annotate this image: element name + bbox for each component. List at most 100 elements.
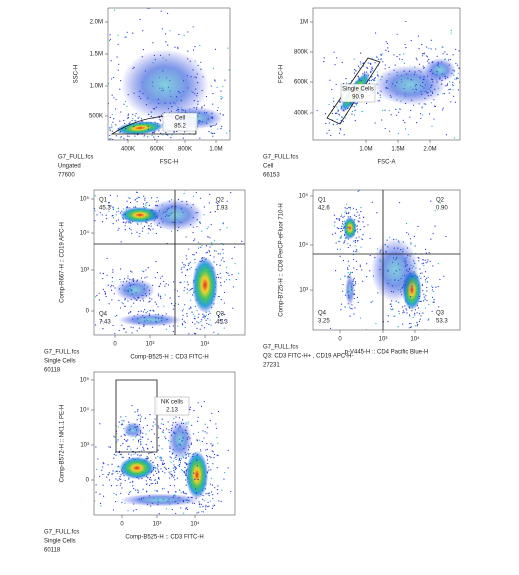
event-dot xyxy=(143,174,144,175)
event-dot xyxy=(192,195,194,197)
event-dot xyxy=(202,498,204,501)
event-dot xyxy=(455,48,457,51)
event-dot xyxy=(379,100,381,102)
event-dot xyxy=(162,470,164,472)
gate-percent: 85.2 xyxy=(174,124,186,130)
event-dot xyxy=(147,232,149,234)
event-dot xyxy=(183,192,185,195)
event-dot xyxy=(235,109,236,110)
event-dot xyxy=(187,31,189,33)
event-dot xyxy=(433,301,435,303)
event-dot xyxy=(169,484,171,487)
event-dot xyxy=(196,321,198,323)
gate-name: Single Cells xyxy=(342,87,374,93)
event-dot xyxy=(178,417,180,419)
event-dot xyxy=(145,203,147,205)
event-dot xyxy=(175,458,177,461)
event-dot xyxy=(432,301,434,303)
event-dot xyxy=(153,132,155,134)
density-blob xyxy=(116,121,164,135)
event-dot xyxy=(340,231,342,233)
event-dot xyxy=(452,54,454,56)
event-dot xyxy=(130,305,132,308)
event-dot xyxy=(225,342,226,343)
event-dot xyxy=(82,321,83,322)
event-dot xyxy=(209,319,211,321)
event-dot xyxy=(387,320,389,323)
event-dot xyxy=(205,95,208,98)
event-dot xyxy=(113,97,115,99)
event-dot xyxy=(138,116,140,118)
event-dot xyxy=(94,195,96,197)
event-dot xyxy=(113,293,115,295)
event-dot xyxy=(142,427,144,429)
event-dot xyxy=(344,104,346,106)
event-dot xyxy=(146,122,148,124)
event-dot xyxy=(219,264,221,266)
gate-label-box xyxy=(340,83,376,103)
event-dot xyxy=(505,64,506,65)
event-dot xyxy=(191,424,193,426)
event-dot xyxy=(356,102,358,104)
event-dot xyxy=(222,249,224,251)
event-dot xyxy=(142,30,144,32)
event-dot xyxy=(158,285,160,288)
gate-outline xyxy=(115,379,158,453)
event-dot xyxy=(402,306,404,308)
event-dot xyxy=(135,508,137,511)
event-dot xyxy=(258,102,259,103)
event-dot xyxy=(130,326,132,328)
event-dot xyxy=(184,466,186,469)
event-dot xyxy=(448,92,450,94)
y-tick-label: 10⁵ xyxy=(80,196,90,203)
event-dot xyxy=(136,447,138,449)
event-dot xyxy=(179,462,181,464)
event-dot xyxy=(124,434,126,437)
event-dot xyxy=(450,29,452,31)
event-dot xyxy=(142,448,144,450)
event-dot xyxy=(214,336,215,337)
event-dot xyxy=(171,134,173,136)
x-tick-label: 0 xyxy=(338,337,342,343)
event-dot xyxy=(152,425,154,427)
event-dot xyxy=(405,20,407,23)
event-dot xyxy=(117,219,119,221)
x-axis-label: FSC-H xyxy=(160,160,178,166)
event-dot xyxy=(124,225,126,227)
event-dot xyxy=(191,321,194,323)
event-dot xyxy=(209,420,211,422)
event-dot xyxy=(92,457,93,458)
event-dot xyxy=(403,53,405,55)
event-dot xyxy=(164,33,167,35)
event-dot xyxy=(98,299,101,301)
event-dot xyxy=(236,131,237,132)
event-dot xyxy=(82,131,83,132)
event-dot xyxy=(188,308,190,310)
event-dot xyxy=(194,258,196,261)
event-dot xyxy=(418,275,421,277)
event-dot xyxy=(417,323,419,326)
event-dot xyxy=(362,234,364,236)
event-dot xyxy=(112,470,114,472)
event-dot xyxy=(152,461,154,463)
event-dot xyxy=(422,262,425,264)
event-dot xyxy=(128,221,130,223)
event-dot xyxy=(94,324,97,326)
event-dot xyxy=(135,489,137,491)
event-dot xyxy=(127,197,129,199)
event-dot xyxy=(367,224,369,226)
y-axis-label: Comp-B725-H :: CD8 PerCP-eFluor 710-H xyxy=(279,203,285,316)
event-dot xyxy=(205,252,207,254)
event-dot xyxy=(228,274,230,277)
event-dot xyxy=(178,153,179,154)
event-dot xyxy=(388,110,390,112)
event-dot xyxy=(165,428,168,430)
event-dot xyxy=(227,467,229,469)
event-dot xyxy=(339,100,341,102)
event-dot xyxy=(243,114,244,115)
event-dot xyxy=(210,85,212,87)
event-dot xyxy=(174,468,177,470)
event-dot xyxy=(193,332,196,334)
event-dot xyxy=(218,316,220,318)
